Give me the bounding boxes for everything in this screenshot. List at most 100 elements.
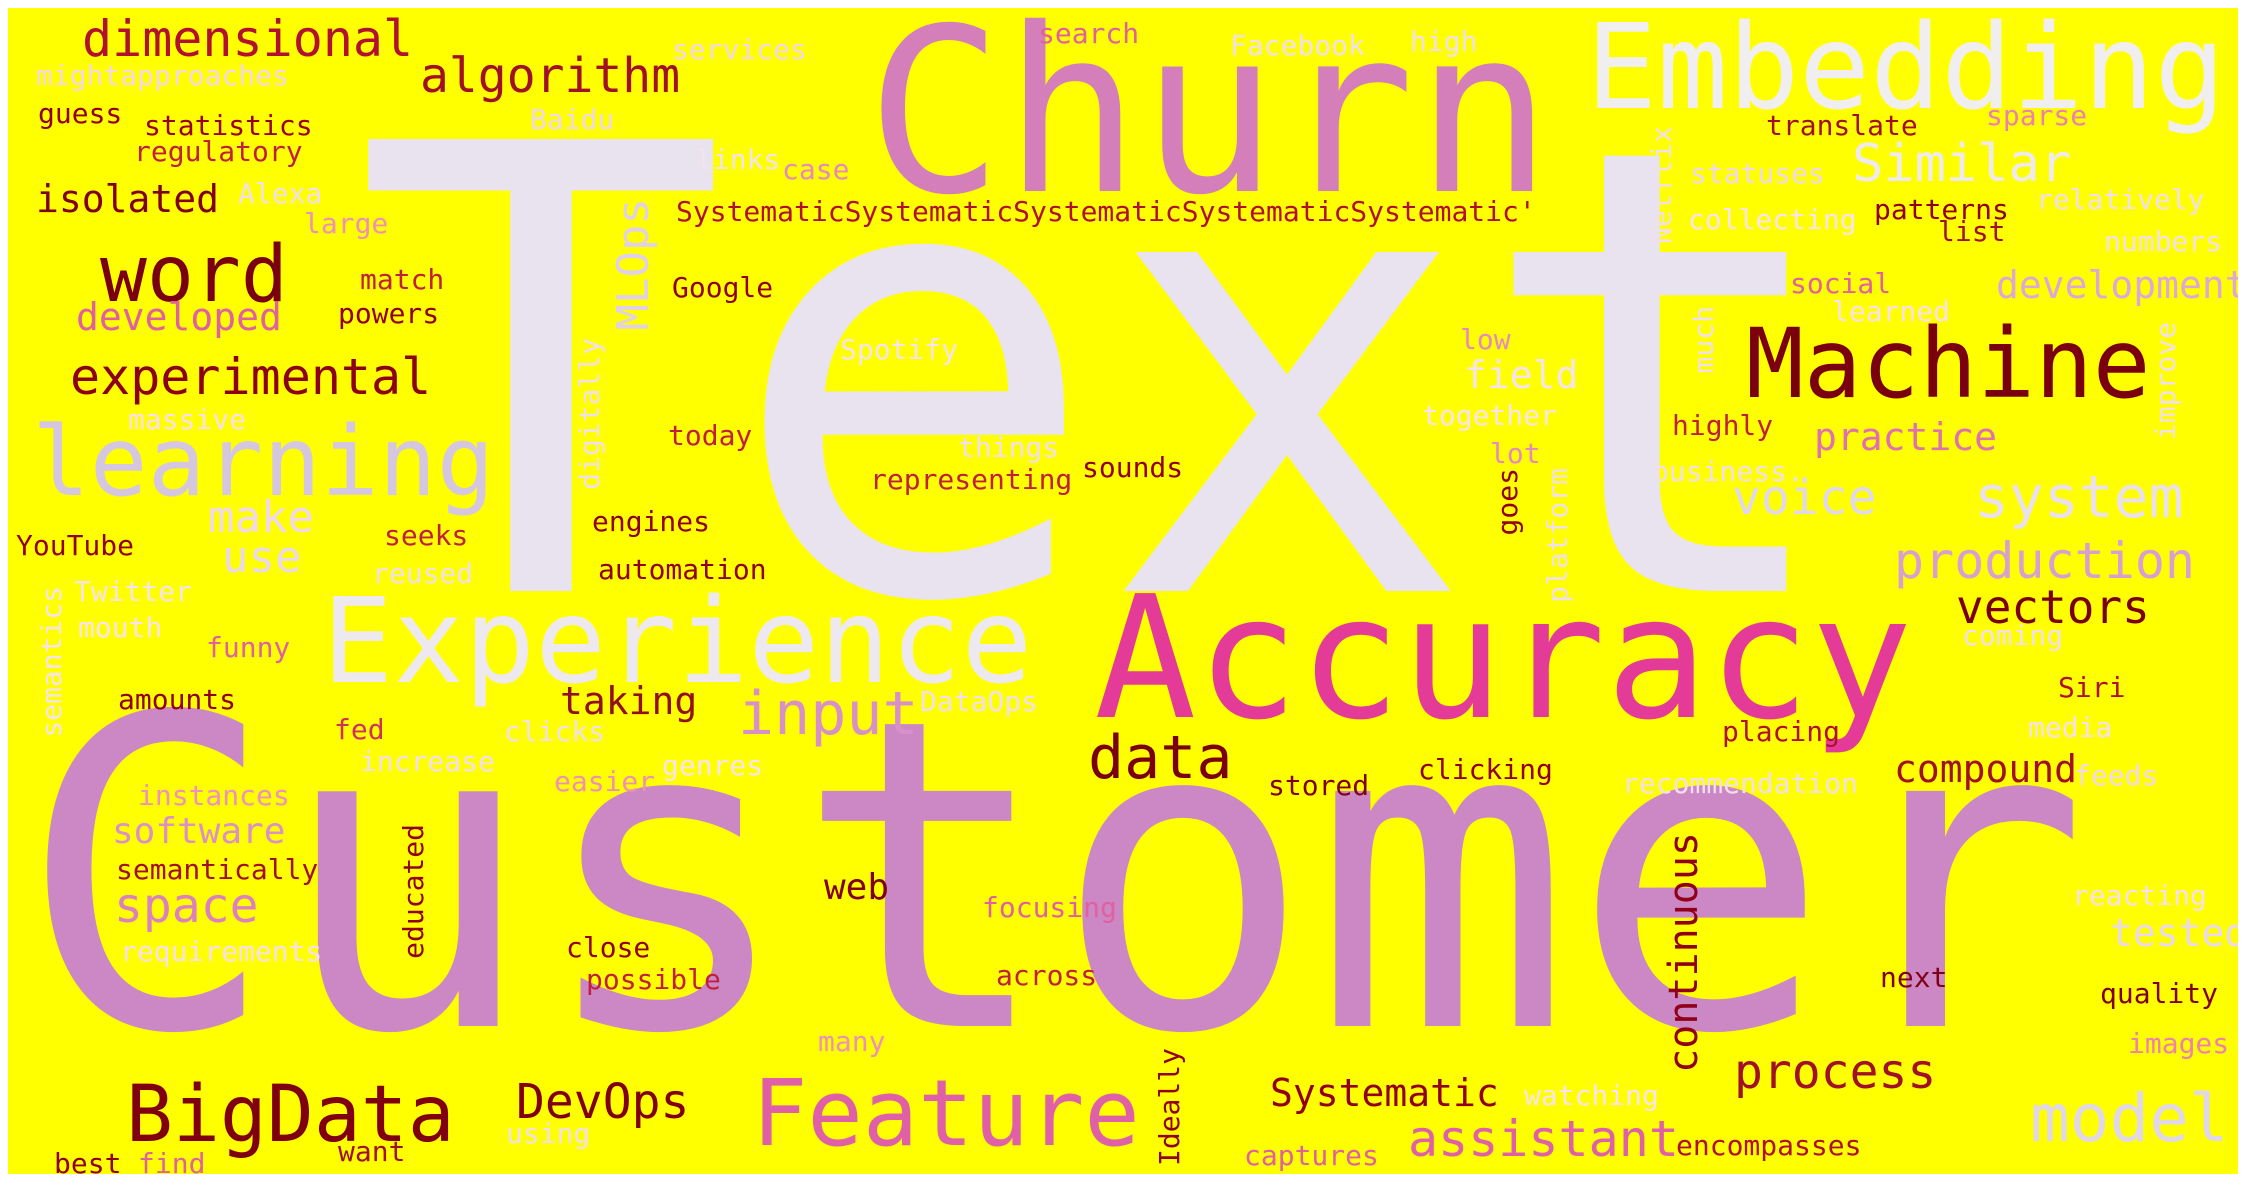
- word-automation: automation: [598, 553, 767, 586]
- word-encompasses: encompasses: [1676, 1129, 1862, 1162]
- word-system: system: [1974, 463, 2184, 531]
- word-bigdata: BigData: [126, 1070, 455, 1160]
- word-semantically: semantically: [116, 853, 319, 886]
- word-mlops: MLOps: [608, 198, 659, 331]
- word-isolated: isolated: [36, 177, 220, 221]
- word-experimental: experimental: [70, 348, 432, 406]
- word-instances: instances: [138, 779, 290, 812]
- word-practice: practice: [1814, 415, 1998, 459]
- word-next: next: [1880, 961, 1948, 994]
- word-massive: massive: [128, 403, 247, 436]
- word-devops: DevOps: [516, 1074, 690, 1130]
- word-accuracy: Accuracy: [1094, 560, 1913, 758]
- word-social: social: [1790, 267, 1892, 300]
- word-systematic-long: SystematicSystematicSystematicSystematic…: [676, 195, 1536, 228]
- word-statuses: statuses: [1690, 157, 1825, 190]
- word-dimensional: dimensional: [82, 10, 414, 68]
- word-things: things: [958, 431, 1060, 464]
- word-model: model: [2030, 1080, 2229, 1157]
- word-high: high: [1410, 25, 1478, 58]
- word-seeks: seeks: [384, 519, 469, 552]
- word-vectors: vectors: [1956, 580, 2150, 634]
- word-cloud: Text Customer Churn Accuracy Embedding E…: [8, 8, 2238, 1174]
- word-lot: lot: [1490, 437, 1541, 470]
- word-reused: reused: [372, 557, 474, 590]
- word-sounds: sounds: [1082, 451, 1184, 484]
- word-increase: increase: [360, 745, 495, 778]
- word-mightapproaches: mightapproaches: [36, 59, 289, 92]
- word-best: best: [54, 1147, 122, 1175]
- word-business: business.: [1652, 455, 1804, 488]
- word-learning: learning: [32, 406, 495, 518]
- word-feature: Feature: [752, 1060, 1140, 1167]
- word-production: production: [1894, 532, 2196, 590]
- word-input: input: [738, 679, 919, 749]
- word-continuous: continuous: [1661, 832, 1707, 1073]
- word-fed: fed: [334, 713, 385, 746]
- word-coming: coming: [1962, 619, 2064, 652]
- word-match: match: [360, 263, 445, 296]
- word-large: large: [304, 207, 389, 240]
- word-tested: tested: [2110, 911, 2238, 955]
- word-close: close: [566, 931, 651, 964]
- word-semantics: semantics: [35, 586, 68, 738]
- word-many: many: [818, 1025, 886, 1058]
- word-placing: placing: [1722, 715, 1841, 748]
- word-space: space: [114, 878, 259, 934]
- word-find: find: [138, 1147, 206, 1175]
- word-data: data: [1088, 723, 1233, 793]
- word-digitally: digitally: [573, 338, 606, 490]
- word-statistics: statistics: [144, 109, 313, 142]
- word-possible: possible: [586, 963, 721, 996]
- word-genres: genres: [662, 749, 764, 782]
- word-similar: Similar: [1852, 134, 2072, 194]
- word-powers: powers: [338, 297, 440, 330]
- word-case: case: [782, 153, 850, 186]
- word-development: development: [1996, 263, 2238, 307]
- word-spotify: Spotify: [840, 333, 959, 366]
- word-reacting: reacting: [2072, 879, 2207, 912]
- word-together: together: [1422, 399, 1557, 432]
- word-netflix: Netflix: [1645, 126, 1678, 245]
- word-youtube: YouTube: [16, 529, 135, 562]
- word-word: word: [100, 230, 288, 320]
- word-use: use: [222, 532, 302, 583]
- word-learned: learned: [1832, 295, 1951, 328]
- word-improve: improve: [2149, 322, 2182, 441]
- word-facebook: Facebook: [1230, 29, 1365, 62]
- word-software: software: [112, 811, 286, 852]
- word-collecting: collecting: [1688, 203, 1857, 236]
- word-highly: highly: [1672, 409, 1774, 442]
- word-feeds: feeds: [2074, 759, 2159, 792]
- word-text: Text: [354, 17, 1848, 738]
- word-guess: guess: [38, 97, 123, 130]
- word-funny: funny: [206, 631, 291, 664]
- word-alexa: Alexa: [238, 177, 323, 210]
- word-representing: representing: [870, 463, 1073, 496]
- word-process: process: [1734, 1044, 1937, 1100]
- word-captures: captures: [1244, 1139, 1379, 1172]
- word-field: field: [1464, 353, 1579, 397]
- word-machine: Machine: [1746, 308, 2151, 420]
- word-services: services: [672, 33, 807, 66]
- word-links: links: [696, 143, 781, 176]
- word-clicking: clicking: [1418, 753, 1553, 786]
- word-mouth: mouth: [78, 611, 163, 644]
- word-numbers: numbers: [2104, 225, 2223, 258]
- word-easier: easier: [554, 765, 656, 798]
- word-engines: engines: [592, 505, 711, 538]
- word-twitter: Twitter: [74, 575, 193, 608]
- word-patterns: patterns: [1874, 193, 2009, 226]
- word-requirements: requirements: [120, 935, 323, 968]
- word-recommendation: recommendation: [1622, 767, 1859, 800]
- word-taking: taking: [560, 679, 698, 723]
- word-platform: platform: [1541, 468, 1574, 603]
- word-web: web: [824, 867, 890, 908]
- word-educated: educated: [397, 824, 430, 959]
- word-voice: voice: [1732, 470, 1877, 526]
- word-relatively: relatively: [2036, 183, 2205, 216]
- word-want: want: [338, 1135, 406, 1168]
- word-embedding: Embedding: [1586, 8, 2226, 136]
- word-make: make: [208, 492, 314, 543]
